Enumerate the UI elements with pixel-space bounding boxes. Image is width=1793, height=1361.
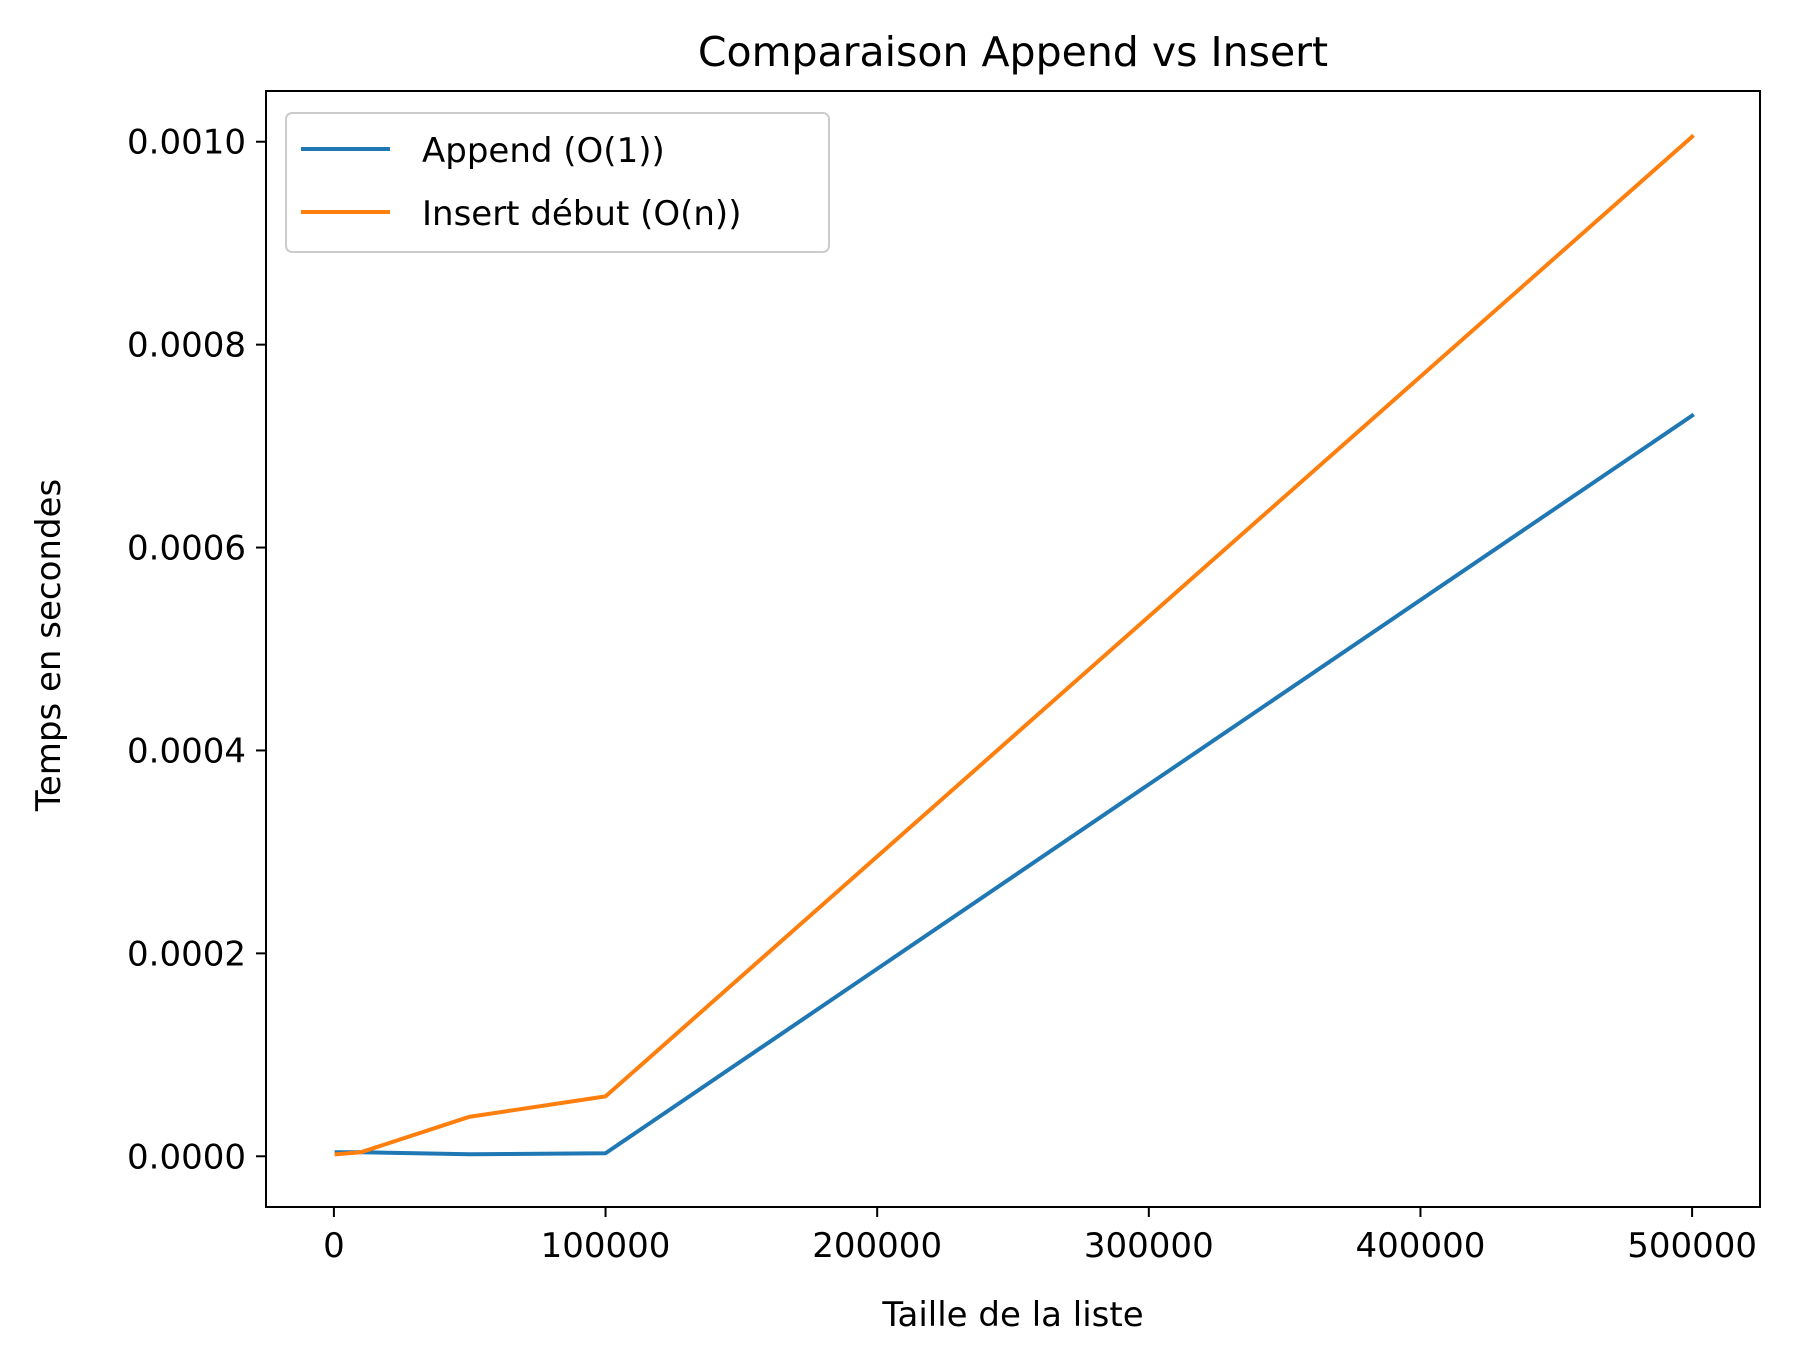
x-tick-label: 200000 xyxy=(812,1226,942,1266)
plot-frame xyxy=(265,90,1761,1208)
x-tick-label: 0 xyxy=(323,1226,345,1266)
legend-label-insert: Insert début (O(n)) xyxy=(422,194,741,234)
y-tick-label: 0.0006 xyxy=(127,529,246,569)
y-tick-label: 0.0004 xyxy=(127,731,246,771)
legend-label-append: Append (O(1)) xyxy=(422,131,665,171)
x-tick-label: 500000 xyxy=(1627,1226,1757,1266)
plot-area xyxy=(265,90,1761,1208)
x-axis-title: Taille de la liste xyxy=(881,1295,1143,1335)
y-tick-label: 0.0000 xyxy=(127,1137,246,1177)
x-tick-label: 300000 xyxy=(1084,1226,1214,1266)
series-line-insert xyxy=(334,133,1695,1157)
legend: Append (O(1)) Insert début (O(n)) xyxy=(285,112,830,253)
x-tick-label: 400000 xyxy=(1356,1226,1486,1266)
y-tick-label: 0.0010 xyxy=(127,123,246,163)
y-tick-label: 0.0002 xyxy=(127,934,246,974)
series-layer xyxy=(334,133,1695,1157)
x-axis: 0 100000 200000 300000 400000 500000 xyxy=(323,1207,1757,1266)
chart-title: Comparaison Append vs Insert xyxy=(698,28,1328,76)
legend-frame xyxy=(285,112,830,253)
x-tick-label: 100000 xyxy=(541,1226,671,1266)
y-axis: 0.0000 0.0002 0.0004 0.0006 0.0008 0.0010 xyxy=(127,123,266,1177)
y-tick-label: 0.0008 xyxy=(127,326,246,366)
y-axis-title: Temps en secondes xyxy=(29,479,69,812)
